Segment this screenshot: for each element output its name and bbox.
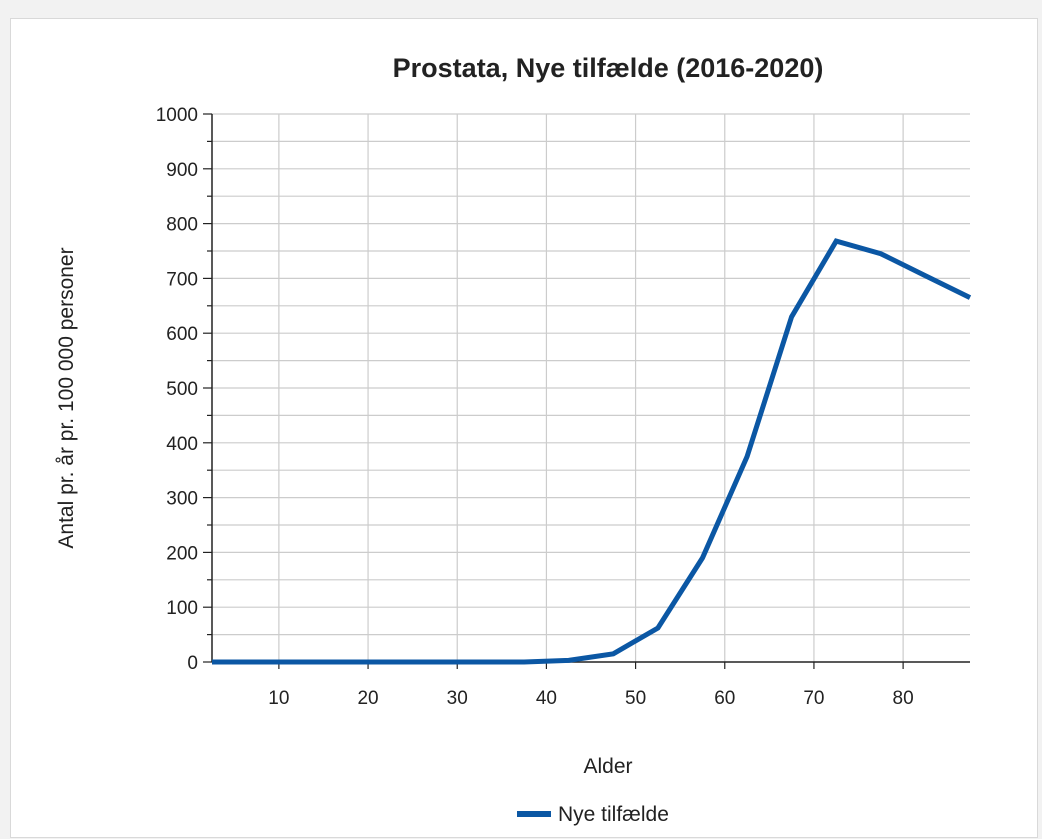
y-tick-label: 0	[187, 653, 198, 674]
y-tick-label: 400	[166, 434, 198, 455]
y-tick-label: 900	[166, 160, 198, 181]
y-tick-labels: 0 100 200 300 400 500 600 700 800 900 1000	[156, 105, 198, 674]
y-tick-label: 600	[166, 324, 198, 345]
chart: Prostata, Nye tilfælde (2016-2020) 0 100 2…	[55, 53, 972, 826]
minor-ticks	[203, 113, 904, 669]
y-axis-label: Antal pr. år pr. 100 000 personer	[55, 247, 78, 548]
y-tick-label: 500	[166, 379, 198, 400]
grid	[212, 113, 970, 662]
y-tick-label: 800	[166, 215, 198, 236]
y-tick-label: 200	[166, 543, 198, 564]
x-tick-label: 60	[714, 688, 735, 709]
x-tick-label: 40	[536, 688, 557, 709]
x-tick-label: 50	[625, 688, 646, 709]
x-tick-label: 70	[803, 688, 824, 709]
y-tick-label: 700	[166, 269, 198, 290]
series-line[interactable]	[212, 238, 972, 665]
y-tick-label: 1000	[156, 105, 198, 126]
legend-label: Nye tilfælde	[558, 803, 669, 826]
y-tick-label: 300	[166, 489, 198, 510]
x-tick-label: 20	[357, 688, 378, 709]
x-axis-label: Alder	[583, 755, 632, 778]
chart-frame: Prostata, Nye tilfælde (2016-2020) 0 100 2…	[10, 18, 1038, 838]
chart-title: Prostata, Nye tilfælde (2016-2020)	[393, 53, 824, 83]
y-tick-label: 100	[166, 598, 198, 619]
legend[interactable]: Nye tilfælde	[517, 803, 669, 826]
x-tick-label: 80	[893, 688, 914, 709]
series-group	[212, 238, 972, 665]
x-tick-label: 30	[447, 688, 468, 709]
x-tick-labels: 10 20 30 40 50 60 70 80	[268, 688, 913, 709]
x-tick-label: 10	[268, 688, 289, 709]
